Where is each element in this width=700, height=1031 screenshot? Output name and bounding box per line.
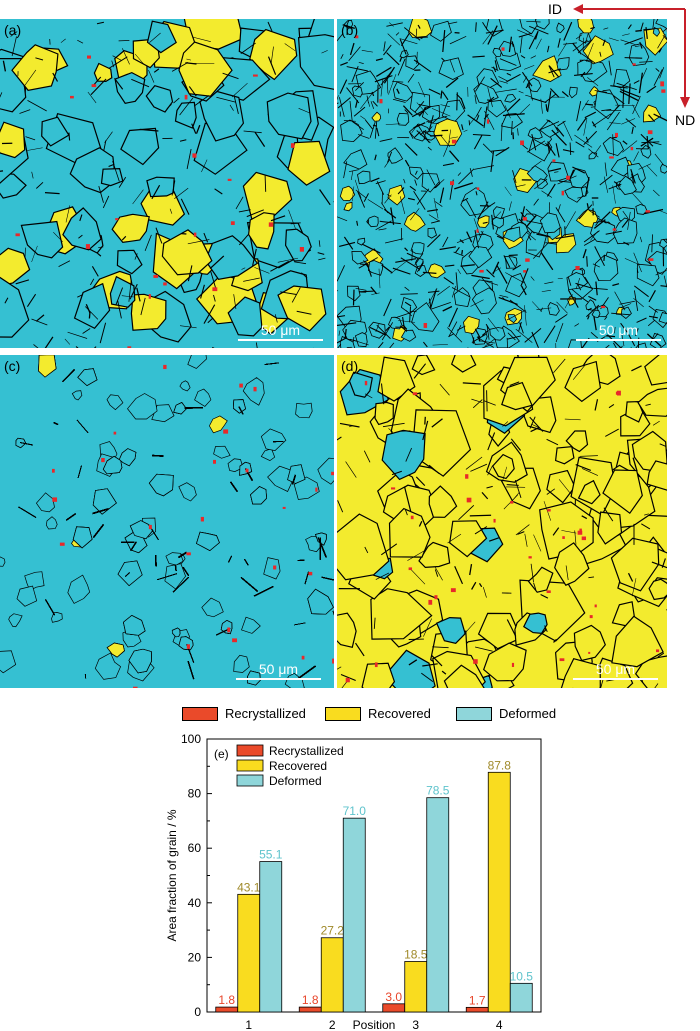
scale-bar-label-d: 50 μm bbox=[595, 661, 636, 677]
data-label: 55.1 bbox=[259, 848, 283, 862]
scale-bar-label-c: 50 μm bbox=[258, 661, 299, 677]
data-label: 1.7 bbox=[469, 993, 486, 1007]
bar-recrystallized bbox=[465, 1006, 489, 1013]
chart-legend-label: Deformed bbox=[269, 774, 322, 788]
legend-item-recrystallized: Recrystallized bbox=[182, 706, 306, 721]
scale-bar-d: 50 μm bbox=[573, 661, 658, 680]
data-label: 78.5 bbox=[426, 784, 450, 798]
bar-recovered bbox=[404, 961, 428, 1013]
legend-swatch-recrystallized bbox=[182, 706, 218, 721]
ebsd-map-panel-d: (d) 50 μm bbox=[337, 355, 667, 688]
bar-deformed bbox=[426, 797, 450, 1013]
scale-bar-label-b: 50 μm bbox=[598, 322, 639, 338]
chart-legend-swatch bbox=[236, 744, 264, 757]
chart-legend-swatch bbox=[236, 759, 264, 772]
nd-direction-label: ND bbox=[675, 112, 696, 128]
bar-deformed bbox=[342, 817, 366, 1013]
bar-recovered bbox=[320, 937, 344, 1013]
data-label: 87.8 bbox=[488, 758, 512, 772]
panel-label-a: (a) bbox=[4, 22, 22, 38]
bar-recrystallized bbox=[298, 1006, 322, 1013]
data-label: 1.8 bbox=[302, 993, 319, 1007]
ebsd-map-panel-b: (b) 50 μm bbox=[337, 19, 667, 348]
legend-label-recovered: Recovered bbox=[368, 706, 431, 721]
panel-label-c: (c) bbox=[4, 358, 21, 374]
legend-swatch-deformed bbox=[456, 706, 492, 721]
bar-recovered bbox=[487, 771, 511, 1013]
y-tick-label: 40 bbox=[188, 896, 202, 910]
data-label: 71.0 bbox=[343, 804, 367, 818]
data-label: 3.0 bbox=[385, 990, 402, 1004]
legend-label-recrystallized: Recrystallized bbox=[225, 706, 306, 721]
data-label: 43.1 bbox=[237, 880, 261, 894]
y-tick-label: 60 bbox=[188, 841, 202, 855]
id-direction-label: ID bbox=[548, 1, 562, 17]
grain-fraction-bar-chart: 0 20 40 60 80 100 1 1.8 43.1 55.1 2 1.8 27.2 71.0 3 3.0… bbox=[165, 732, 542, 1031]
ebsd-map-panel-c: (c) 50 μm bbox=[0, 355, 334, 688]
map-legend: Recrystallized Recovered Deformed bbox=[0, 703, 700, 725]
x-tick-label: 4 bbox=[496, 1018, 503, 1031]
x-tick-label: 1 bbox=[245, 1018, 252, 1031]
data-label: 18.5 bbox=[404, 947, 428, 961]
scale-bar-label-a: 50 μm bbox=[260, 322, 301, 338]
data-label: 27.2 bbox=[321, 924, 345, 938]
panel-label-e: (e) bbox=[214, 747, 229, 761]
legend-swatch-recovered bbox=[325, 706, 361, 721]
chart-legend-label: Recovered bbox=[269, 759, 327, 773]
legend-item-deformed: Deformed bbox=[456, 706, 556, 721]
bar-recrystallized bbox=[215, 1006, 239, 1013]
scale-bar-b: 50 μm bbox=[576, 322, 661, 341]
panel-label-d: (d) bbox=[341, 358, 359, 374]
y-tick-label: 20 bbox=[188, 950, 202, 964]
data-label: 10.5 bbox=[510, 969, 534, 983]
x-tick-label: 2 bbox=[329, 1018, 336, 1031]
legend-item-recovered: Recovered bbox=[325, 706, 431, 721]
y-tick-label: 80 bbox=[188, 787, 202, 801]
bar-recrystallized bbox=[382, 1003, 406, 1013]
y-axis-title: Area fraction of grain / % bbox=[165, 809, 179, 941]
bar-recovered bbox=[237, 893, 261, 1013]
chart-legend-swatch bbox=[236, 774, 264, 787]
scale-bar-c: 50 μm bbox=[236, 661, 321, 680]
y-tick-label: 100 bbox=[181, 732, 201, 746]
direction-arrows-icon bbox=[573, 4, 690, 108]
data-label: 1.8 bbox=[218, 993, 235, 1007]
ebsd-map-panel-a: (a) 50 μm bbox=[0, 19, 334, 348]
legend-label-deformed: Deformed bbox=[499, 706, 557, 721]
scale-bar-a: 50 μm bbox=[238, 322, 323, 341]
bar-deformed bbox=[259, 861, 283, 1013]
y-tick-label: 0 bbox=[194, 1005, 201, 1019]
bar-deformed bbox=[509, 982, 533, 1013]
x-tick-label: 3 bbox=[412, 1018, 419, 1031]
panel-label-b: (b) bbox=[341, 22, 359, 38]
x-axis-title: Position bbox=[353, 1018, 396, 1031]
chart-legend-label: Recrystallized bbox=[269, 744, 344, 758]
